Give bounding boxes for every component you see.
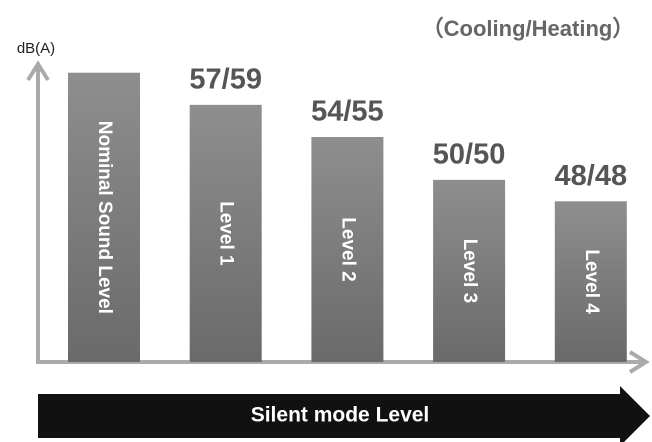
bar (311, 137, 384, 362)
category-label: Level 1 (216, 201, 237, 266)
category-label: Level 2 (337, 217, 358, 281)
value-label: 54/55 (311, 96, 384, 128)
bar (189, 104, 262, 362)
category-label: Level 4 (581, 249, 602, 314)
y-axis-label: dB(A) (17, 40, 55, 57)
y-axis (26, 60, 50, 364)
value-label: 50/50 (433, 139, 506, 171)
category-label: Nominal Sound Level (94, 121, 115, 314)
value-label: 48/48 (555, 160, 628, 192)
value-label: 57/59 (189, 64, 262, 96)
bar (433, 179, 506, 362)
x-axis-label: Silent mode Level (251, 404, 430, 427)
category-label: Level 3 (459, 239, 480, 303)
bar (554, 201, 627, 362)
x-axis-arrow (38, 386, 650, 442)
bar (68, 72, 140, 362)
chart-title: （Cooling/Heating） (422, 16, 635, 41)
